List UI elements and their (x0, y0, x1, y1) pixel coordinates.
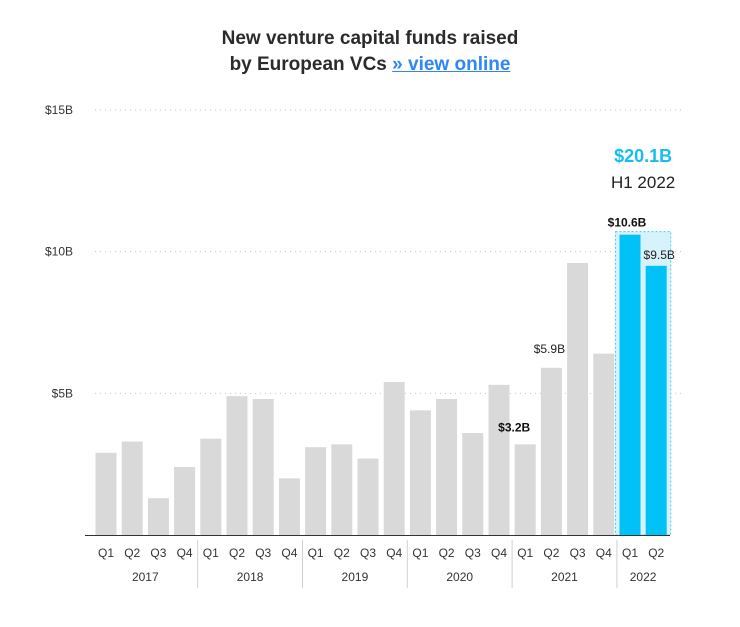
chart-title-line1: New venture capital funds raised (221, 28, 519, 49)
bar-2017-q2 (121, 441, 143, 535)
x-tick-label: Q4 (177, 546, 193, 560)
h1-total-value: $20.1B (614, 146, 672, 166)
x-tick-label: Q4 (386, 546, 402, 560)
x-tick-label: Q2 (439, 546, 455, 560)
bar-2018-q1 (200, 438, 222, 535)
x-tick-label: Q4 (281, 546, 297, 560)
bar-2018-q2 (226, 396, 248, 535)
bar-2020-q4 (488, 384, 510, 535)
x-tick-label: Q2 (543, 546, 559, 560)
view-online-link[interactable]: » view online (392, 54, 511, 75)
y-tick-label: $10B (45, 245, 73, 259)
bar-2020-q2 (436, 399, 458, 535)
x-tick-label: Q2 (229, 546, 245, 560)
year-label: 2019 (342, 570, 369, 584)
bar-2021-q1 (514, 444, 536, 535)
year-label: 2021 (551, 570, 578, 584)
bar-2017-q4 (174, 467, 196, 535)
y-tick-label: $5B (52, 386, 73, 400)
year-label: 2022 (630, 570, 657, 584)
data-label: $9.5B (644, 248, 675, 262)
chart-title: New venture capital funds raised by Euro… (0, 26, 740, 78)
x-tick-label: Q1 (517, 546, 533, 560)
x-tick-label: Q1 (622, 546, 638, 560)
bar-2020-q1 (409, 410, 431, 535)
bar-2022-q1 (619, 234, 641, 535)
bar-2019-q4 (383, 382, 405, 535)
bar-2017-q3 (147, 498, 169, 535)
bar-2021-q3 (567, 263, 589, 535)
bar-2018-q3 (252, 399, 274, 535)
x-tick-label: Q1 (308, 546, 324, 560)
x-tick-label: Q1 (98, 546, 114, 560)
bar-2020-q3 (462, 433, 484, 535)
x-tick-label: Q3 (150, 546, 166, 560)
chart-title-line2: by European VCs » view online (0, 52, 740, 78)
x-tick-label: Q3 (255, 546, 271, 560)
bar-2019-q3 (357, 458, 379, 535)
x-tick-label: Q2 (124, 546, 140, 560)
y-tick-label: $15B (45, 103, 73, 117)
x-tick-label: Q1 (412, 546, 428, 560)
data-label: $5.9B (534, 342, 565, 356)
bar-2022-q2 (645, 265, 667, 535)
x-tick-label: Q3 (360, 546, 376, 560)
bar-2021-q2 (540, 367, 562, 535)
year-label: 2020 (446, 570, 473, 584)
bar-2021-q4 (593, 353, 615, 535)
year-label: 2018 (237, 570, 264, 584)
x-tick-label: Q4 (596, 546, 612, 560)
bar-2017-q1 (95, 452, 117, 535)
bar-2018-q4 (278, 478, 300, 535)
chart-title-prefix: by European VCs (229, 54, 393, 75)
x-tick-label: Q2 (648, 546, 664, 560)
data-label: $3.2B (498, 420, 530, 434)
x-tick-label: Q1 (203, 546, 219, 560)
bar-2019-q1 (305, 447, 327, 535)
data-label: $10.6B (608, 216, 647, 230)
x-tick-label: Q2 (334, 546, 350, 560)
h1-period-label: H1 2022 (611, 173, 675, 192)
bar-2019-q2 (331, 444, 353, 535)
year-label: 2017 (132, 570, 159, 584)
x-tick-label: Q4 (491, 546, 507, 560)
x-tick-label: Q3 (570, 546, 586, 560)
x-tick-label: Q3 (465, 546, 481, 560)
